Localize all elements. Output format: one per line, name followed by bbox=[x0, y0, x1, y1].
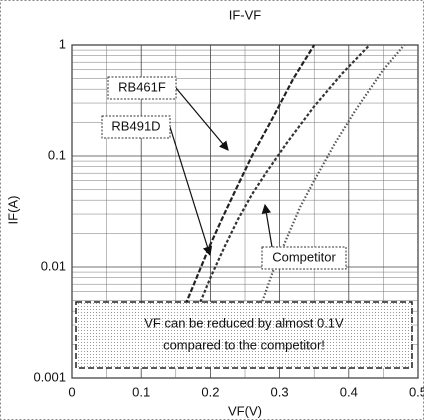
x-tick-label: 0 bbox=[68, 384, 75, 399]
x-tick-label: 0.5 bbox=[409, 384, 424, 399]
annotation-text: VF can be reduced by almost 0.1V bbox=[144, 315, 344, 330]
y-tick-label: 0.1 bbox=[48, 147, 66, 162]
annotation-text: compared to the competitor! bbox=[163, 337, 325, 352]
y-tick-label: 1 bbox=[59, 36, 66, 51]
legend-label: RB461F bbox=[118, 79, 166, 94]
callout-arrow bbox=[175, 87, 229, 151]
x-tick-label: 0.3 bbox=[271, 384, 289, 399]
x-axis-label: VF(V) bbox=[228, 403, 262, 418]
annotation-box bbox=[75, 301, 413, 369]
y-tick-label: 0.001 bbox=[33, 369, 66, 384]
legend-label: Competitor bbox=[272, 249, 336, 264]
y-axis-label: IF(A) bbox=[5, 196, 20, 225]
x-tick-label: 0.1 bbox=[132, 384, 150, 399]
series-line bbox=[195, 44, 371, 312]
callout-arrow bbox=[169, 126, 213, 257]
callout-box bbox=[107, 76, 177, 100]
x-tick-label: 0.4 bbox=[340, 384, 358, 399]
legend-label: RB491D bbox=[111, 118, 160, 133]
callout-arrow bbox=[261, 203, 273, 248]
x-tick-label: 0.2 bbox=[201, 384, 219, 399]
callout-box bbox=[261, 246, 347, 270]
y-tick-label: 0.01 bbox=[41, 258, 66, 273]
callout-box bbox=[101, 115, 171, 139]
chart-title: IF-VF bbox=[229, 7, 262, 22]
series-line bbox=[181, 44, 316, 312]
